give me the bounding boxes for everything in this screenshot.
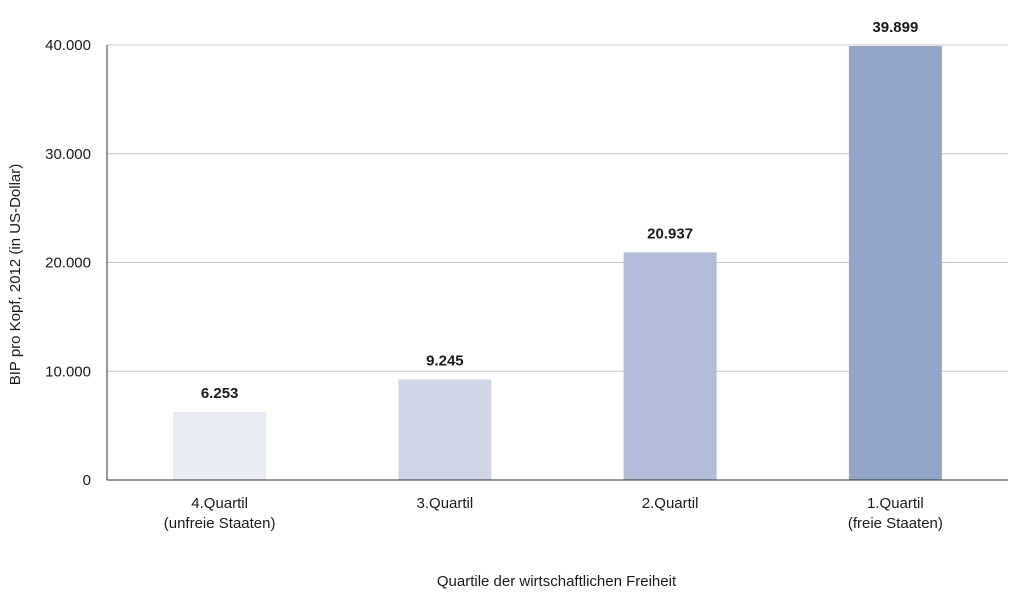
bar xyxy=(848,46,942,480)
x-category-label: (freie Staaten) xyxy=(848,515,943,532)
y-tick-label: 10.000 xyxy=(45,363,91,380)
x-category-label: 3.Quartil xyxy=(417,495,474,512)
x-category-label: 2.Quartil xyxy=(642,495,699,512)
y-tick-label: 40.000 xyxy=(45,37,91,54)
value-labels: 6.253 9.245 20.937 39.899 xyxy=(201,19,918,402)
y-axis-tick-labels: 0 10.000 20.000 30.000 40.000 xyxy=(45,37,91,489)
bar-value-label: 6.253 xyxy=(201,385,239,402)
x-category-label: 1.Quartil xyxy=(867,495,924,512)
y-tick-label: 0 xyxy=(83,472,91,489)
x-axis-title: Quartile der wirtschaftlichen Freiheit xyxy=(437,573,677,590)
x-axis-category-labels: 4.Quartil (unfreie Staaten) 3.Quartil 2.Qua… xyxy=(164,495,943,532)
bars xyxy=(173,46,942,480)
bar xyxy=(398,379,492,480)
y-tick-label: 20.000 xyxy=(45,255,91,272)
bar xyxy=(623,252,717,480)
x-category-label: (unfreie Staaten) xyxy=(164,515,276,532)
bar xyxy=(173,411,267,480)
bar-value-label: 39.899 xyxy=(872,19,918,36)
y-axis-title: BIP pro Kopf, 2012 (in US-Dollar) xyxy=(7,164,24,386)
bar-value-label: 9.245 xyxy=(426,352,464,369)
bar-value-label: 20.937 xyxy=(647,225,693,242)
x-category-label: 4.Quartil xyxy=(191,495,248,512)
y-tick-label: 30.000 xyxy=(45,146,91,163)
